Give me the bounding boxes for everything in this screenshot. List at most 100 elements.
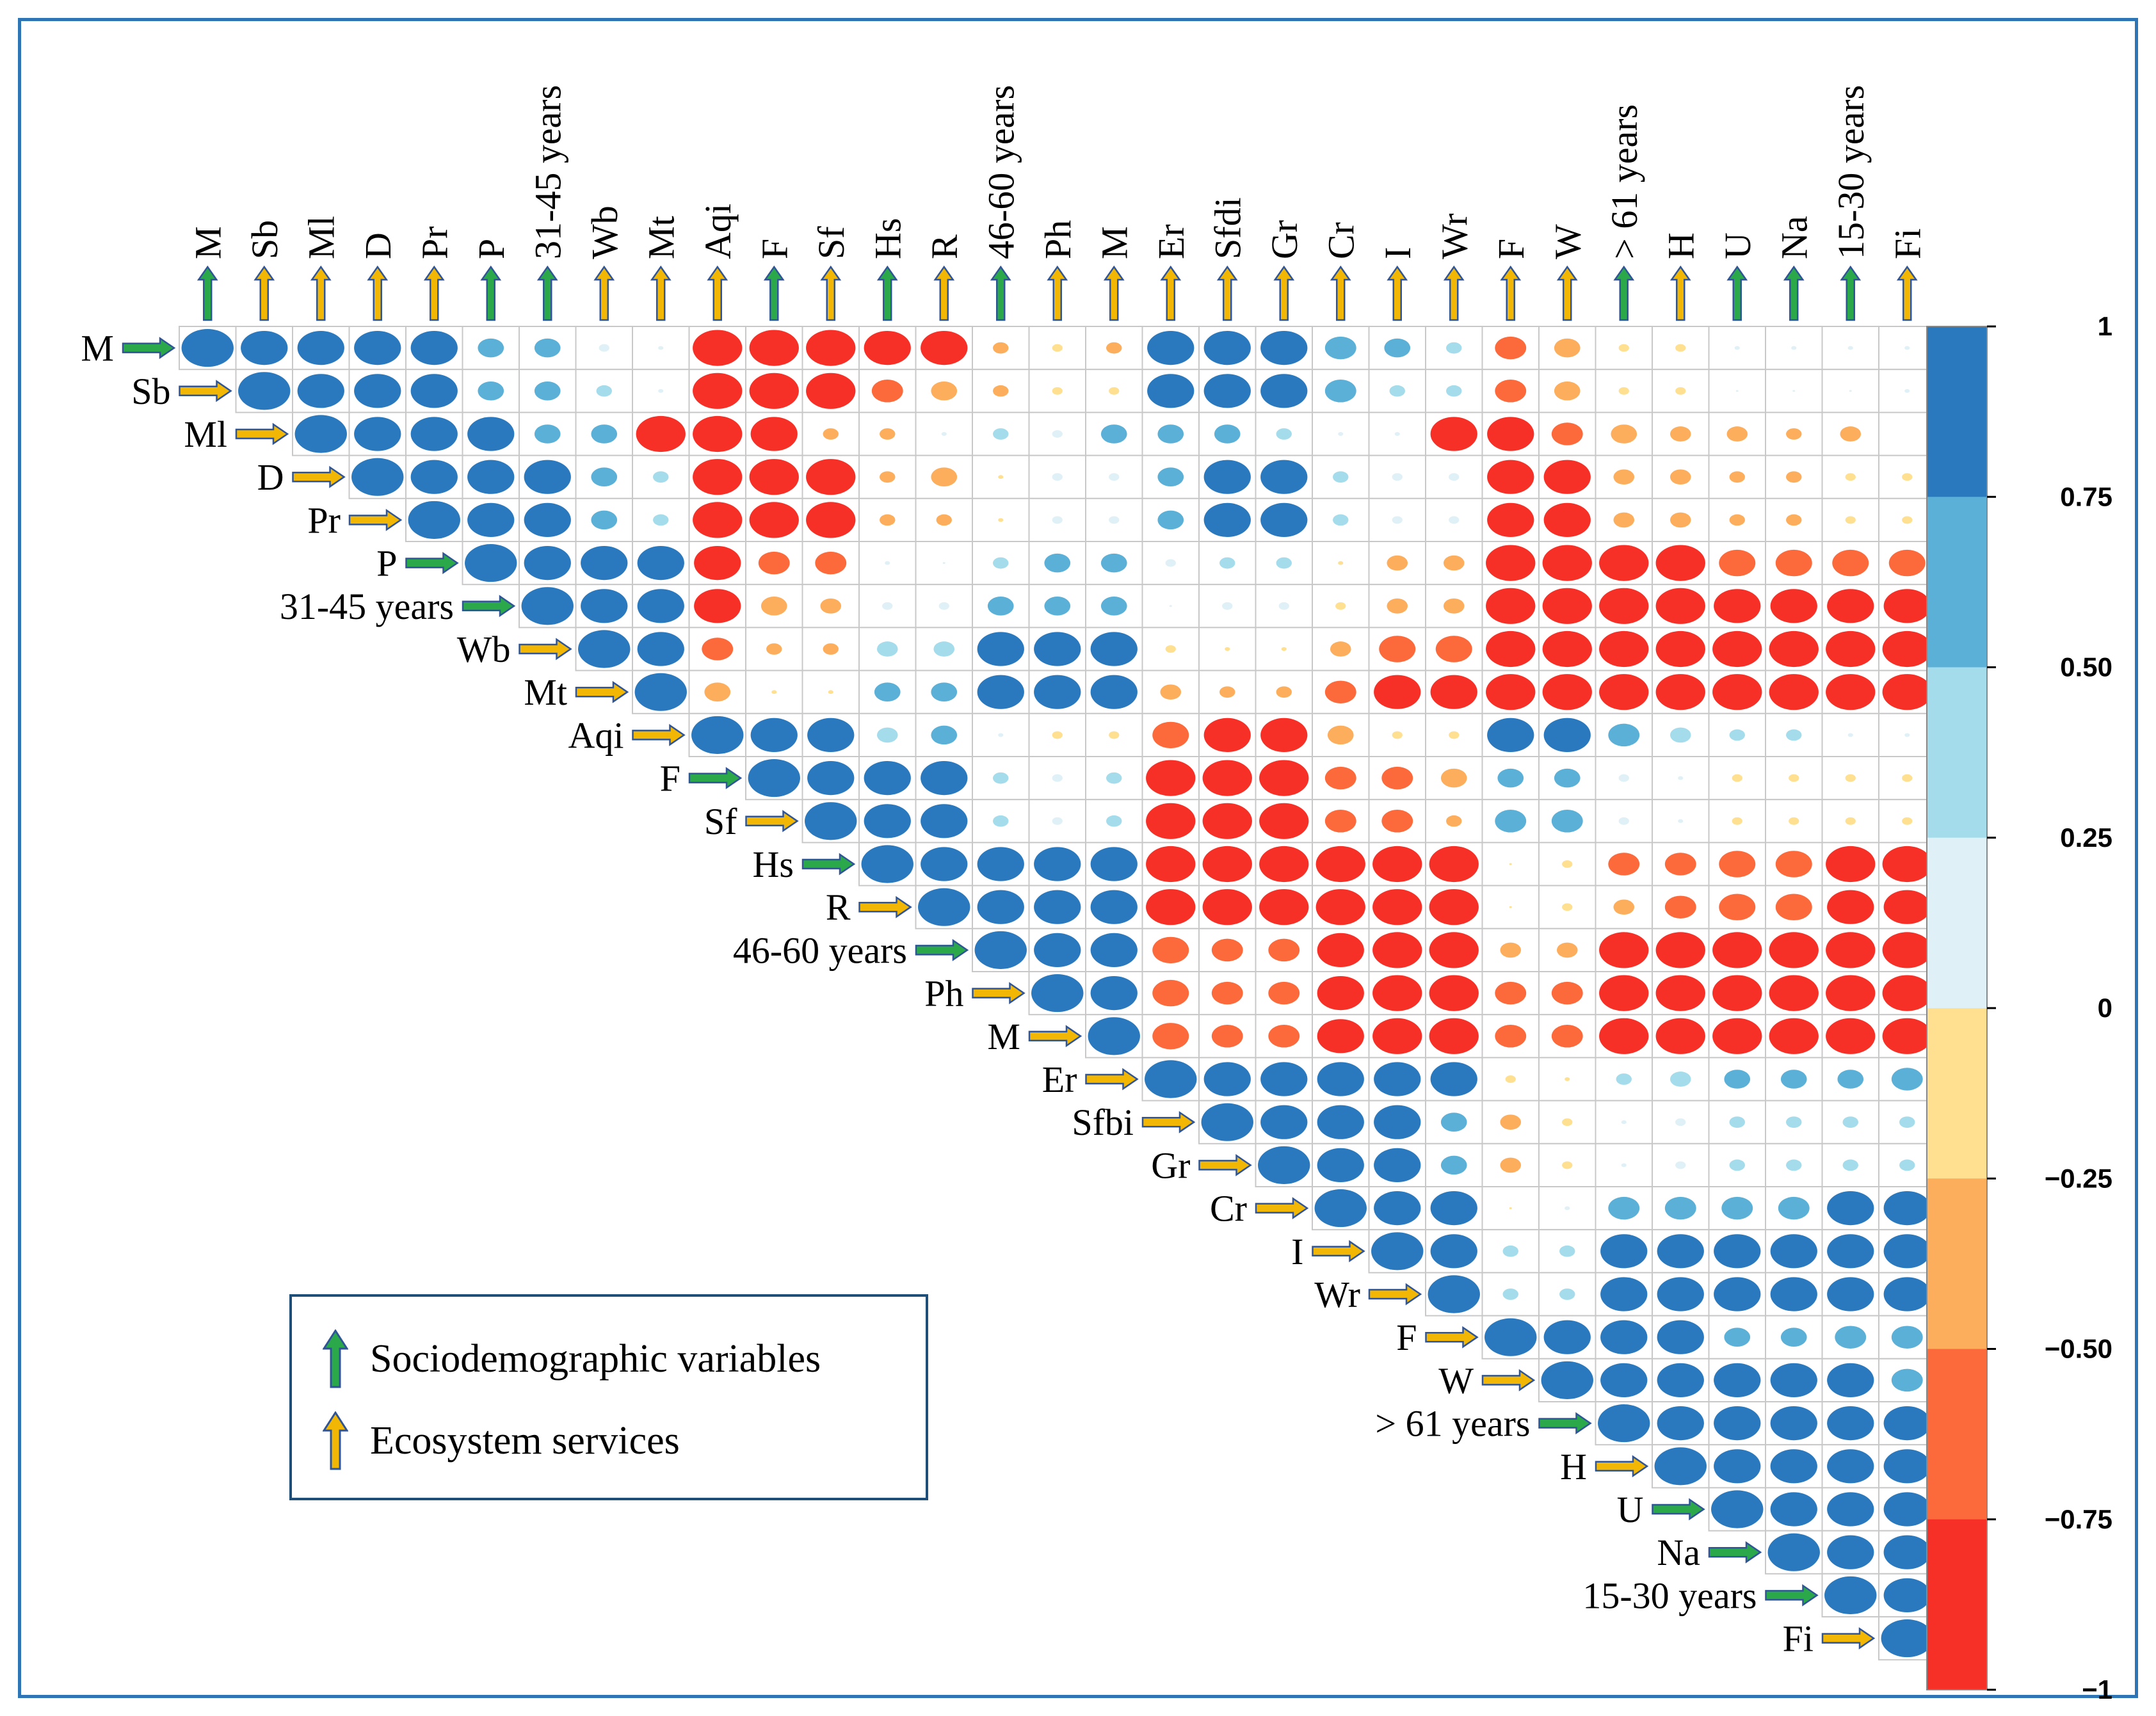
- corr-glyph-4-17: [1157, 510, 1184, 530]
- corr-glyph-11-16: [1106, 815, 1122, 827]
- corr-glyph-17-20: [1317, 1062, 1364, 1096]
- corr-glyph-6-15: [1044, 597, 1071, 616]
- corr-glyph-6-18: [1222, 602, 1233, 610]
- corr-glyph-12-19: [1259, 846, 1309, 883]
- corr-glyph-0-4: [410, 330, 458, 365]
- corr-glyph-2-25: [1611, 424, 1637, 444]
- corr-glyph-5-17: [1165, 559, 1176, 567]
- corr-glyph-10-14: [993, 772, 1009, 784]
- corr-glyph-25-29: [1827, 1406, 1874, 1441]
- corr-glyph-16-23: [1495, 1025, 1527, 1048]
- row-label: > 61 years: [1375, 1403, 1530, 1445]
- corr-glyph-2-13: [941, 432, 947, 436]
- corr-glyph-5-8: [637, 545, 684, 581]
- corr-glyph-21-25: [1600, 1234, 1648, 1269]
- colorbar-tick-label: 0.25: [2060, 822, 2112, 853]
- col-up-arrow-icon: [310, 265, 332, 321]
- corr-glyph-3-16: [1109, 473, 1120, 481]
- corr-glyph-24-25: [1600, 1363, 1648, 1398]
- colorbar: 1 0.75 0.50 0.25 0 −0.25 −0.50 −0.75 −1: [1926, 311, 2112, 1704]
- col-up-arrow-icon: [763, 265, 785, 321]
- col-label: U: [1717, 232, 1758, 259]
- corr-glyph-3-17: [1157, 467, 1184, 486]
- corr-glyph-6-16: [1100, 597, 1127, 616]
- corr-glyph-4-12: [880, 514, 896, 526]
- row-right-arrow-icon: [1708, 1541, 1762, 1564]
- corr-glyph-10-26: [1678, 776, 1684, 780]
- corr-glyph-19-21: [1374, 1148, 1421, 1183]
- corr-glyph-9-16: [1109, 731, 1120, 739]
- corr-glyph-0-17: [1147, 330, 1195, 365]
- corr-glyph-2-21: [1394, 432, 1400, 436]
- corr-glyph-6-13: [938, 602, 949, 610]
- corr-glyph-1-6: [534, 381, 561, 401]
- corr-glyph-13-28: [1775, 894, 1812, 920]
- corr-glyph-3-27: [1729, 471, 1745, 483]
- corr-glyph-8-23: [1486, 674, 1536, 710]
- row-label: Fi: [1783, 1618, 1814, 1660]
- corr-glyph-7-11: [823, 643, 839, 655]
- corr-glyph-0-24: [1554, 338, 1581, 358]
- corr-glyph-3-8: [653, 471, 669, 483]
- corr-glyph-3-23: [1487, 460, 1534, 494]
- corr-glyph-26-29: [1827, 1449, 1874, 1484]
- corr-glyph-0-11: [806, 330, 856, 366]
- corr-glyph-1-26: [1675, 387, 1686, 395]
- corr-glyph-20-25: [1608, 1196, 1640, 1220]
- colorbar-tick-label: 0.75: [2060, 481, 2112, 511]
- corr-glyph-13-15: [1034, 890, 1081, 924]
- corr-glyph-13-29: [1827, 890, 1874, 924]
- corr-glyph-14-26: [1655, 932, 1705, 968]
- corr-glyph-23-29: [1835, 1326, 1867, 1349]
- corr-glyph-7-14: [977, 632, 1024, 666]
- row-right-arrow-icon: [1652, 1498, 1705, 1521]
- corr-glyph-13-24: [1562, 903, 1573, 911]
- corr-glyph-0-13: [921, 330, 968, 365]
- col-up-arrow-icon: [990, 265, 1011, 321]
- corr-glyph-10-28: [1789, 774, 1799, 782]
- corr-glyph-8-17: [1160, 684, 1182, 700]
- corr-glyph-0-20: [1324, 336, 1356, 360]
- corr-glyph-4-4: [408, 501, 460, 539]
- corr-glyph-15-16: [1090, 975, 1138, 1011]
- row-label: M: [987, 1016, 1020, 1057]
- corr-glyph-15-22: [1429, 975, 1479, 1011]
- corr-glyph-5-30: [1888, 549, 1926, 577]
- corr-glyph-6-30: [1883, 589, 1931, 623]
- col-label: M: [1093, 226, 1135, 259]
- corr-glyph-5-13: [942, 562, 945, 565]
- corr-glyph-11-29: [1845, 817, 1856, 825]
- col-up-arrow-icon: [1387, 265, 1408, 321]
- corr-glyph-29-29: [1824, 1576, 1877, 1614]
- corr-glyph-20-28: [1778, 1196, 1810, 1220]
- col-up-arrow-icon: [1160, 265, 1182, 321]
- legend: Sociodemographic variables Ecosystem ser…: [289, 1294, 928, 1500]
- corr-glyph-0-21: [1384, 338, 1411, 358]
- grid-cell: [1028, 369, 1086, 413]
- row-right-arrow-icon: [1765, 1584, 1819, 1607]
- corr-glyph-23-23: [1484, 1318, 1537, 1356]
- corr-glyph-24-28: [1770, 1363, 1817, 1398]
- corr-glyph-29-30: [1883, 1578, 1931, 1613]
- row-label: Pr: [307, 499, 341, 541]
- corr-glyph-12-17: [1146, 846, 1196, 883]
- colorbar-tick-label: 0: [2098, 993, 2112, 1023]
- corr-glyph-25-30: [1883, 1406, 1931, 1441]
- col-label: Na: [1773, 216, 1815, 259]
- row-label: F: [660, 758, 680, 799]
- corr-glyph-5-6: [524, 545, 571, 581]
- corr-glyph-3-6: [524, 460, 571, 494]
- row-right-arrow-icon: [575, 680, 629, 703]
- corr-glyph-2-6: [534, 424, 561, 444]
- corr-glyph-17-19: [1260, 1062, 1308, 1096]
- corr-glyph-16-19: [1268, 1025, 1300, 1048]
- corr-glyph-13-18: [1202, 889, 1252, 926]
- row-right-arrow-icon: [1821, 1627, 1876, 1649]
- row-right-arrow-icon: [745, 810, 799, 833]
- corr-glyph-0-18: [1203, 330, 1251, 365]
- corr-glyph-14-29: [1826, 932, 1876, 968]
- corr-glyph-23-25: [1600, 1320, 1648, 1354]
- corr-glyph-8-15: [1034, 675, 1081, 709]
- corr-glyph-0-5: [478, 338, 504, 358]
- corr-glyph-2-10: [750, 417, 798, 451]
